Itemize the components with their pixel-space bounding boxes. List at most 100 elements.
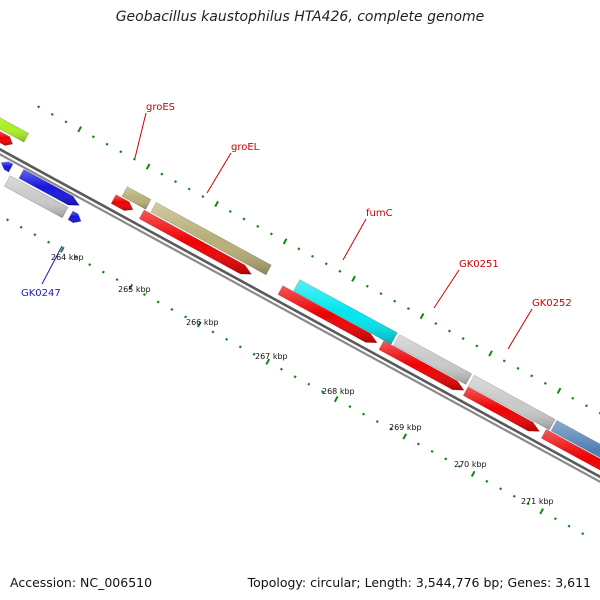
gene-label-text: GK0252: [532, 298, 572, 309]
blue-cds-arrow-shading: [1, 161, 14, 172]
major-tick: [145, 163, 151, 170]
minor-tick: [5, 218, 9, 222]
minor-tick: [516, 366, 520, 370]
gene-label-groES: groES: [134, 102, 175, 159]
gene-label-leader: [342, 218, 367, 261]
blue-cds-arrow-shading: [68, 211, 81, 223]
minor-tick: [160, 172, 164, 176]
gene-label-leader: [134, 112, 147, 159]
minor-tick: [430, 449, 434, 453]
minor-tick: [156, 300, 160, 304]
major-tick: [214, 200, 219, 208]
minor-tick: [584, 404, 588, 408]
major-tick: [488, 350, 493, 357]
lime-gene-shading: [0, 117, 29, 143]
gene-label-GK0247: GK0247: [21, 245, 63, 299]
minor-tick: [530, 374, 534, 378]
gene-label-text: GK0251: [459, 259, 499, 270]
groES-gene: [121, 186, 152, 210]
minor-tick: [485, 479, 489, 483]
gene-label-leader: [41, 245, 63, 285]
backbone-line: [0, 147, 600, 479]
minor-tick: [33, 233, 37, 237]
accession-text: Accession: NC_006510: [10, 575, 153, 590]
cds-arrow-shading: [463, 386, 540, 432]
minor-tick: [47, 240, 51, 244]
minor-tick: [324, 262, 328, 266]
minor-tick: [307, 382, 311, 386]
major-tick: [470, 470, 476, 477]
major-tick: [333, 396, 339, 403]
major-tick: [539, 508, 544, 515]
minor-tick: [567, 524, 571, 528]
minor-tick: [19, 225, 23, 229]
minor-tick: [581, 532, 585, 536]
steelblue-gene-shading: [551, 420, 600, 458]
minor-tick: [252, 352, 256, 356]
cds-arrow-shading: [278, 285, 377, 343]
minor-tick: [88, 263, 92, 267]
minor-tick: [362, 412, 366, 416]
minor-tick: [119, 150, 123, 154]
minor-tick: [434, 322, 438, 326]
minor-tick: [526, 502, 530, 506]
blue-cds-arrow-shading: [19, 169, 80, 206]
tick-track: [5, 105, 600, 536]
minor-tick: [187, 187, 191, 191]
minor-tick: [142, 293, 146, 297]
minor-tick: [50, 112, 54, 116]
minor-tick: [389, 427, 393, 431]
minor-tick: [225, 337, 229, 341]
cds-arrow: [277, 285, 378, 344]
cds-arrow: [0, 131, 14, 146]
minor-tick: [64, 120, 68, 124]
minor-tick: [375, 420, 379, 424]
gene-label-text: GK0247: [21, 288, 61, 299]
GK0252-gene: [468, 374, 556, 431]
groES-gene-shading: [122, 186, 151, 210]
major-tick: [402, 433, 408, 440]
minor-tick: [444, 457, 448, 461]
minor-tick: [571, 396, 575, 400]
cds-arrow: [110, 194, 134, 211]
gene-label-track: groES groEL fumC GK0251 GK0252 GK0247: [21, 102, 572, 350]
minor-tick: [365, 284, 369, 288]
lime-gene: [0, 117, 30, 143]
tick-label-track: 264 kbp 265 kbp 266 kbp 267 kbp 268 kbp 269 k…: [51, 253, 554, 506]
gene-label-text: groES: [146, 102, 175, 113]
major-tick: [282, 238, 288, 245]
GK0251-gene: [393, 334, 473, 385]
blue-cds-arrow: [67, 210, 82, 224]
gene-label-GK0252: GK0252: [507, 298, 572, 350]
minor-tick: [132, 157, 136, 161]
minor-tick: [379, 292, 383, 296]
GK0251-gene-shading: [393, 334, 472, 385]
minor-tick: [512, 494, 516, 498]
minor-tick: [279, 367, 283, 371]
major-tick: [419, 312, 425, 320]
minor-tick: [238, 345, 242, 349]
tick-label: 265 kbp: [118, 285, 151, 294]
backbone-track: [0, 147, 600, 484]
minor-tick: [101, 270, 105, 274]
genome-title: Geobacillus kaustophilus HTA426, complet…: [115, 9, 485, 25]
minor-tick: [297, 247, 301, 251]
cds-arrow-shading: [0, 131, 13, 146]
genome-summary-text: Topology: circular; Length: 3,544,776 bp…: [247, 575, 591, 590]
minor-tick: [211, 330, 215, 334]
GK0252-gene-shading: [468, 375, 556, 430]
minor-tick: [269, 232, 273, 236]
minor-tick: [174, 180, 178, 184]
gene-label-leader: [433, 269, 460, 309]
minor-tick: [416, 442, 420, 446]
minor-tick: [338, 269, 342, 273]
minor-tick: [201, 195, 205, 199]
minor-tick: [543, 381, 547, 385]
gene-track: [0, 117, 600, 471]
GK0247-gene-shading: [4, 175, 69, 218]
cds-arrow-shading: [379, 340, 464, 391]
tick-label: 267 kbp: [255, 352, 288, 361]
gene-label-text: groEL: [231, 142, 260, 153]
major-tick: [128, 283, 134, 291]
cds-arrow-shading: [111, 194, 133, 211]
